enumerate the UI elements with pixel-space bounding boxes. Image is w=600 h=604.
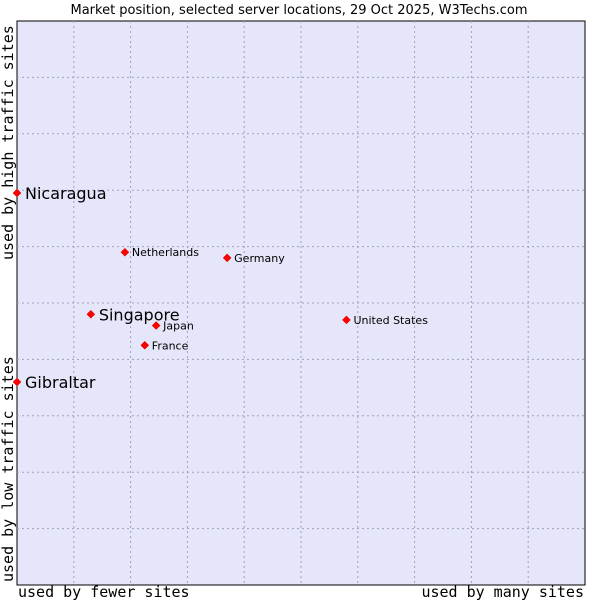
chart-title: Market position, selected server locatio… bbox=[70, 3, 527, 18]
y-axis-label-top: used by high traffic sites bbox=[0, 25, 17, 260]
data-point-france: France bbox=[140, 339, 189, 352]
point-marker bbox=[222, 253, 232, 263]
data-point-singapore: Singapore bbox=[86, 305, 180, 324]
point-marker bbox=[12, 377, 22, 387]
point-label: France bbox=[152, 339, 189, 352]
data-point-netherlands: Netherlands bbox=[120, 246, 199, 259]
point-label: Singapore bbox=[99, 305, 180, 324]
data-point-gibraltar: Gibraltar bbox=[12, 373, 96, 392]
point-label: Netherlands bbox=[132, 246, 199, 259]
data-point-germany: Germany bbox=[222, 252, 285, 265]
point-marker bbox=[140, 340, 150, 350]
points-layer: Nicaragua Netherlands Germany SingaporeJapa… bbox=[12, 184, 428, 392]
point-label: Germany bbox=[234, 252, 285, 265]
data-point-nicaragua: Nicaragua bbox=[12, 184, 107, 203]
point-label: United States bbox=[353, 314, 428, 327]
point-label: Japan bbox=[162, 320, 194, 333]
point-marker bbox=[151, 321, 161, 330]
point-label: Nicaragua bbox=[25, 184, 107, 203]
x-axis-label-right: used by many sites bbox=[421, 583, 584, 600]
y-axis-label-bottom: used by low traffic sites bbox=[0, 356, 17, 582]
point-marker bbox=[12, 188, 22, 198]
x-axis-label-left: used by fewer sites bbox=[18, 583, 190, 600]
data-point-united-states: United States bbox=[342, 314, 428, 327]
data-point-japan: Japan bbox=[151, 320, 194, 333]
point-marker bbox=[342, 315, 351, 325]
point-marker bbox=[86, 309, 96, 319]
point-label: Gibraltar bbox=[25, 373, 96, 392]
point-marker bbox=[120, 247, 130, 257]
grid-layer bbox=[17, 21, 585, 585]
